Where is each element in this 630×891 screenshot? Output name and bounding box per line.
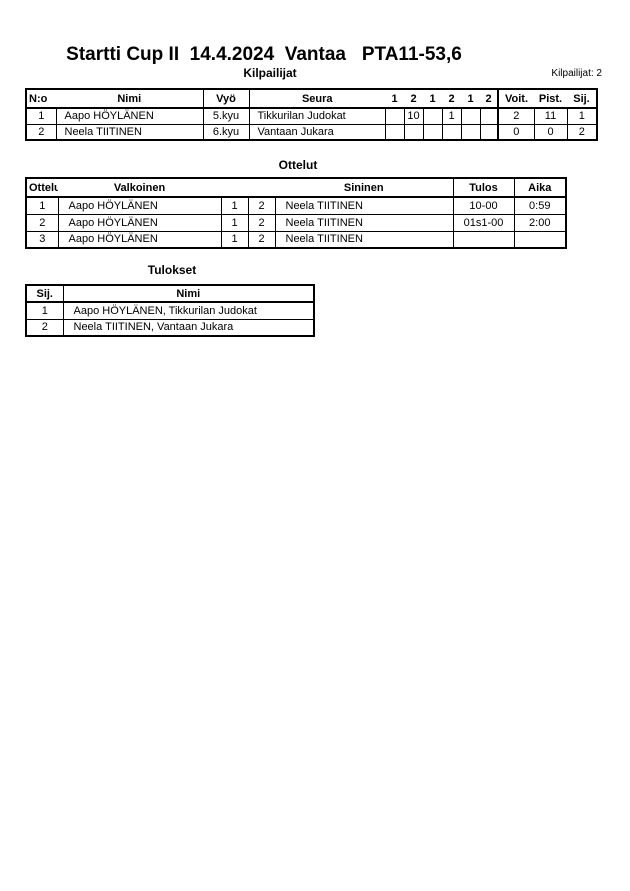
cell-blue-num: 2 bbox=[247, 230, 276, 249]
header-voit: Voit. bbox=[497, 89, 534, 109]
section-title-ottelut: Ottelut bbox=[278, 158, 318, 172]
cell-seura: Tikkurilan Judokat bbox=[248, 107, 386, 125]
table-row: 1 Aapo HÖYLÄNEN 1 2 Neela TIITINEN 10-00… bbox=[25, 196, 567, 215]
header-score-2: 2 bbox=[404, 89, 423, 109]
cell-match-no: 3 bbox=[25, 230, 59, 249]
header-spacer bbox=[221, 178, 248, 198]
table-row: 2 Aapo HÖYLÄNEN 1 2 Neela TIITINEN 01s1-… bbox=[25, 213, 567, 232]
tournament-title: Startti Cup II 14.4.2024 Vantaa PTA11-53… bbox=[66, 44, 462, 65]
cell-score bbox=[479, 107, 499, 125]
header-nimi: Nimi bbox=[56, 89, 203, 109]
cell-score bbox=[460, 107, 481, 125]
cell-white-name: Aapo HÖYLÄNEN bbox=[57, 196, 222, 215]
cell-sij: 2 bbox=[566, 123, 598, 141]
cell-sij: 1 bbox=[25, 301, 64, 320]
cell-blue-name: Neela TIITINEN bbox=[274, 196, 454, 215]
header-nimi: Nimi bbox=[63, 285, 314, 303]
ottelut-header-row: Ottelu Valkoinen Sininen Tulos Aika bbox=[26, 178, 566, 198]
cell-score: 1 bbox=[441, 107, 462, 125]
cell-pist: 0 bbox=[533, 123, 568, 141]
header-aika: Aika bbox=[514, 178, 566, 198]
cell-vyo: 5.kyu bbox=[202, 107, 250, 125]
header-score-5: 1 bbox=[461, 89, 480, 109]
kilpailijat-table: N:o Nimi Vyö Seura 1 2 1 2 1 2 Voit. Pis… bbox=[25, 88, 598, 141]
cell-score bbox=[422, 123, 443, 141]
header-no: N:o bbox=[26, 89, 56, 109]
cell-aika: 0:59 bbox=[513, 196, 567, 215]
cell-no: 1 bbox=[25, 107, 57, 125]
cell-pist: 11 bbox=[533, 107, 568, 125]
header-sininen: Sininen bbox=[275, 178, 453, 198]
cell-blue-num: 2 bbox=[247, 213, 276, 232]
cell-nimi: Aapo HÖYLÄNEN bbox=[55, 107, 204, 125]
cell-nimi: Neela TIITINEN bbox=[55, 123, 204, 141]
header-sij: Sij. bbox=[26, 285, 64, 303]
cell-sij: 2 bbox=[25, 318, 64, 337]
cell-voit: 2 bbox=[497, 107, 535, 125]
cell-seura: Vantaan Jukara bbox=[248, 123, 386, 141]
header-spacer bbox=[248, 178, 275, 198]
header-pist: Pist. bbox=[534, 89, 567, 109]
kilpailijat-header-row: N:o Nimi Vyö Seura 1 2 1 2 1 2 Voit. Pis… bbox=[26, 89, 597, 109]
tulokset-header-row: Sij. Nimi bbox=[26, 285, 314, 303]
header-score-6: 2 bbox=[480, 89, 498, 109]
header-seura: Seura bbox=[249, 89, 385, 109]
cell-aika bbox=[513, 230, 567, 249]
header-tulos: Tulos bbox=[452, 178, 515, 198]
cell-tulos: 01s1-00 bbox=[452, 213, 515, 232]
table-row: 3 Aapo HÖYLÄNEN 1 2 Neela TIITINEN bbox=[25, 230, 567, 249]
cell-white-num: 1 bbox=[220, 230, 249, 249]
tulokset-table: Sij. Nimi 1 Aapo HÖYLÄNEN, Tikkurilan Ju… bbox=[25, 284, 315, 337]
section-title-kilpailijat: Kilpailijat bbox=[243, 66, 297, 80]
section-title-tulokset: Tulokset bbox=[147, 263, 197, 277]
cell-score bbox=[441, 123, 462, 141]
table-row: 2 Neela TIITINEN, Vantaan Jukara bbox=[25, 318, 315, 337]
cell-no: 2 bbox=[25, 123, 57, 141]
cell-match-no: 2 bbox=[25, 213, 59, 232]
cell-white-name: Aapo HÖYLÄNEN bbox=[57, 213, 222, 232]
cell-nimi: Neela TIITINEN, Vantaan Jukara bbox=[62, 318, 315, 337]
cell-blue-name: Neela TIITINEN bbox=[274, 213, 454, 232]
table-row: 2 Neela TIITINEN 6.kyu Vantaan Jukara 0 … bbox=[25, 123, 598, 141]
cell-white-num: 1 bbox=[220, 196, 249, 215]
table-row: 1 Aapo HÖYLÄNEN 5.kyu Tikkurilan Judokat… bbox=[25, 107, 598, 125]
cell-white-num: 1 bbox=[220, 213, 249, 232]
cell-score bbox=[422, 107, 443, 125]
table-row: 1 Aapo HÖYLÄNEN, Tikkurilan Judokat bbox=[25, 301, 315, 320]
header-sij: Sij. bbox=[567, 89, 597, 109]
cell-aika: 2:00 bbox=[513, 213, 567, 232]
cell-nimi: Aapo HÖYLÄNEN, Tikkurilan Judokat bbox=[62, 301, 315, 320]
cell-score bbox=[384, 123, 405, 141]
header-score-4: 2 bbox=[442, 89, 461, 109]
cell-blue-num: 2 bbox=[247, 196, 276, 215]
cell-score: 10 bbox=[403, 107, 424, 125]
cell-match-no: 1 bbox=[25, 196, 59, 215]
header-score-3: 1 bbox=[423, 89, 442, 109]
cell-tulos bbox=[452, 230, 515, 249]
header-score-1: 1 bbox=[385, 89, 404, 109]
cell-score bbox=[403, 123, 424, 141]
cell-tulos: 10-00 bbox=[452, 196, 515, 215]
cell-vyo: 6.kyu bbox=[202, 123, 250, 141]
competitors-count: Kilpailijat: 2 bbox=[551, 68, 602, 79]
header-vyo: Vyö bbox=[202, 89, 250, 109]
cell-voit: 0 bbox=[497, 123, 535, 141]
header-ottelu: Ottelu bbox=[26, 178, 58, 198]
cell-score bbox=[460, 123, 481, 141]
cell-white-name: Aapo HÖYLÄNEN bbox=[57, 230, 222, 249]
cell-sij: 1 bbox=[566, 107, 598, 125]
cell-blue-name: Neela TIITINEN bbox=[274, 230, 454, 249]
cell-score bbox=[384, 107, 405, 125]
ottelut-table: Ottelu Valkoinen Sininen Tulos Aika 1 Aa… bbox=[25, 177, 567, 249]
header-valkoinen: Valkoinen bbox=[58, 178, 221, 198]
cell-score bbox=[479, 123, 499, 141]
